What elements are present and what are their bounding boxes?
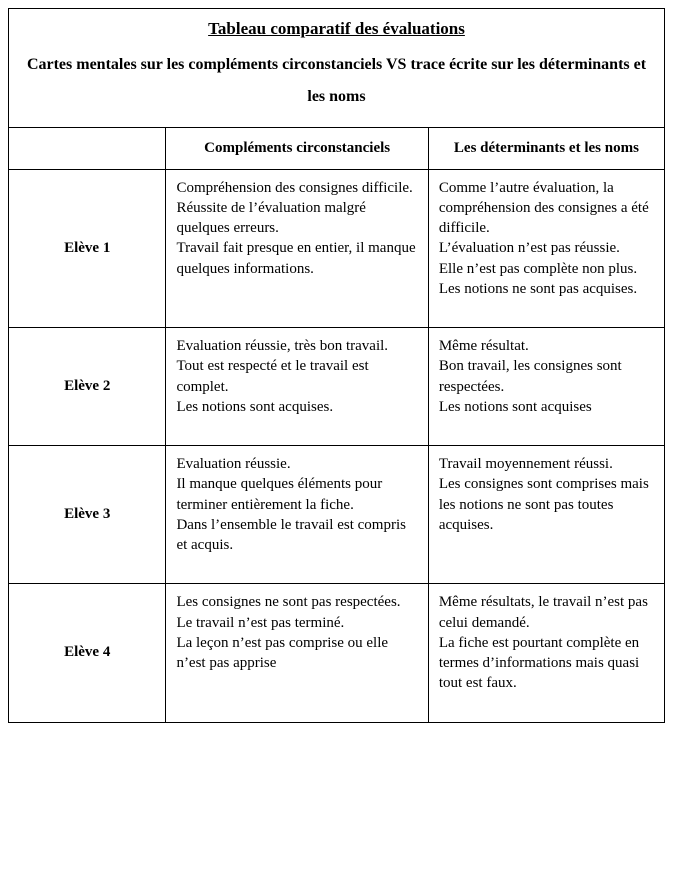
cell-determinants: Comme l’autre évaluation, la compréhensi…: [428, 169, 664, 328]
cell-complements: Compréhension des consignes difficile.Ré…: [166, 169, 428, 328]
table-row: Elève 4 Les consignes ne sont pas respec…: [9, 584, 665, 722]
table-title-line1: Tableau comparatif des évaluations: [23, 19, 650, 39]
cell-determinants: Travail moyennement réussi.Les consignes…: [428, 446, 664, 584]
cell-complements: Les consignes ne sont pas respectées.Le …: [166, 584, 428, 722]
cell-complements: Evaluation réussie.Il manque quelques él…: [166, 446, 428, 584]
column-header-complements: Compléments circonstanciels: [166, 128, 428, 170]
table-row: Elève 3 Evaluation réussie.Il manque que…: [9, 446, 665, 584]
row-label: Elève 1: [9, 169, 166, 328]
row-label: Elève 3: [9, 446, 166, 584]
cell-complements: Evaluation réussie, très bon travail.Tou…: [166, 328, 428, 446]
table-title-cell: Tableau comparatif des évaluations Carte…: [9, 9, 665, 128]
comparison-table: Tableau comparatif des évaluations Carte…: [8, 8, 665, 723]
column-header-blank: [9, 128, 166, 170]
row-label: Elève 2: [9, 328, 166, 446]
table-row: Elève 2 Evaluation réussie, très bon tra…: [9, 328, 665, 446]
table-row: Elève 1 Compréhension des consignes diff…: [9, 169, 665, 328]
table-title-line2: Cartes mentales sur les compléments circ…: [23, 49, 650, 113]
column-header-determinants: Les déterminants et les noms: [428, 128, 664, 170]
row-label: Elève 4: [9, 584, 166, 722]
cell-determinants: Même résultat.Bon travail, les consignes…: [428, 328, 664, 446]
cell-determinants: Même résultats, le travail n’est pas cel…: [428, 584, 664, 722]
